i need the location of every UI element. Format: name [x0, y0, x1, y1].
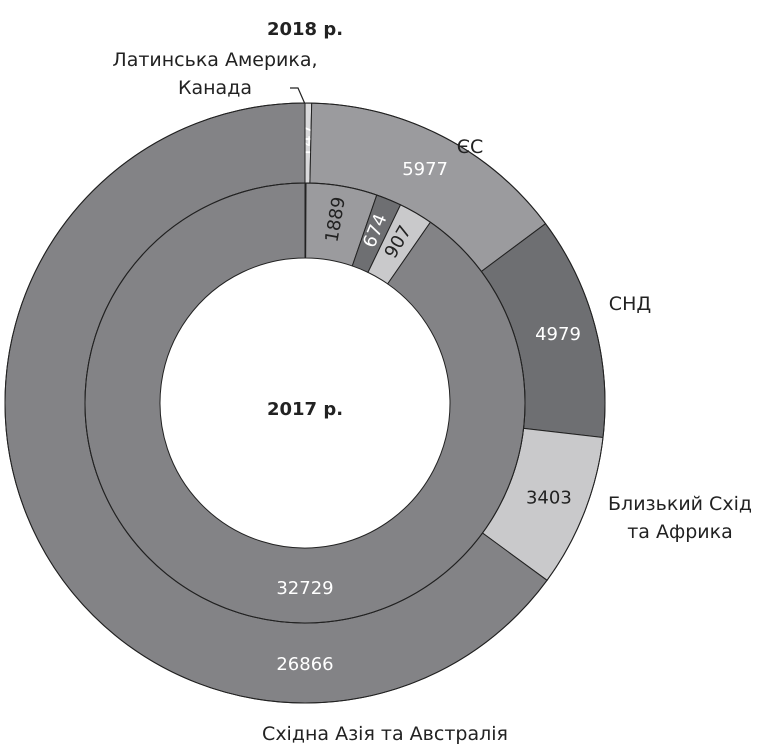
ring-title: 2018 р. — [267, 19, 343, 40]
ring-outline — [84, 182, 526, 624]
category-label: Близький Схід та Африка — [608, 493, 752, 543]
value-label: 26866 — [276, 654, 333, 675]
ring-outline — [4, 102, 606, 704]
value-label: 5977 — [402, 159, 448, 180]
leader-line — [290, 87, 306, 105]
ring-title: 2017 р. — [267, 399, 343, 420]
value-label: 32729 — [276, 578, 333, 599]
category-label: ЄС — [456, 136, 484, 158]
value-label: 4979 — [535, 324, 581, 345]
category-label: СНД — [608, 293, 652, 315]
category-label: Східна Азія та Австралія — [262, 723, 508, 745]
value-label: 3403 — [526, 488, 572, 509]
category-label: Латинська Америка, Канада — [112, 49, 318, 99]
